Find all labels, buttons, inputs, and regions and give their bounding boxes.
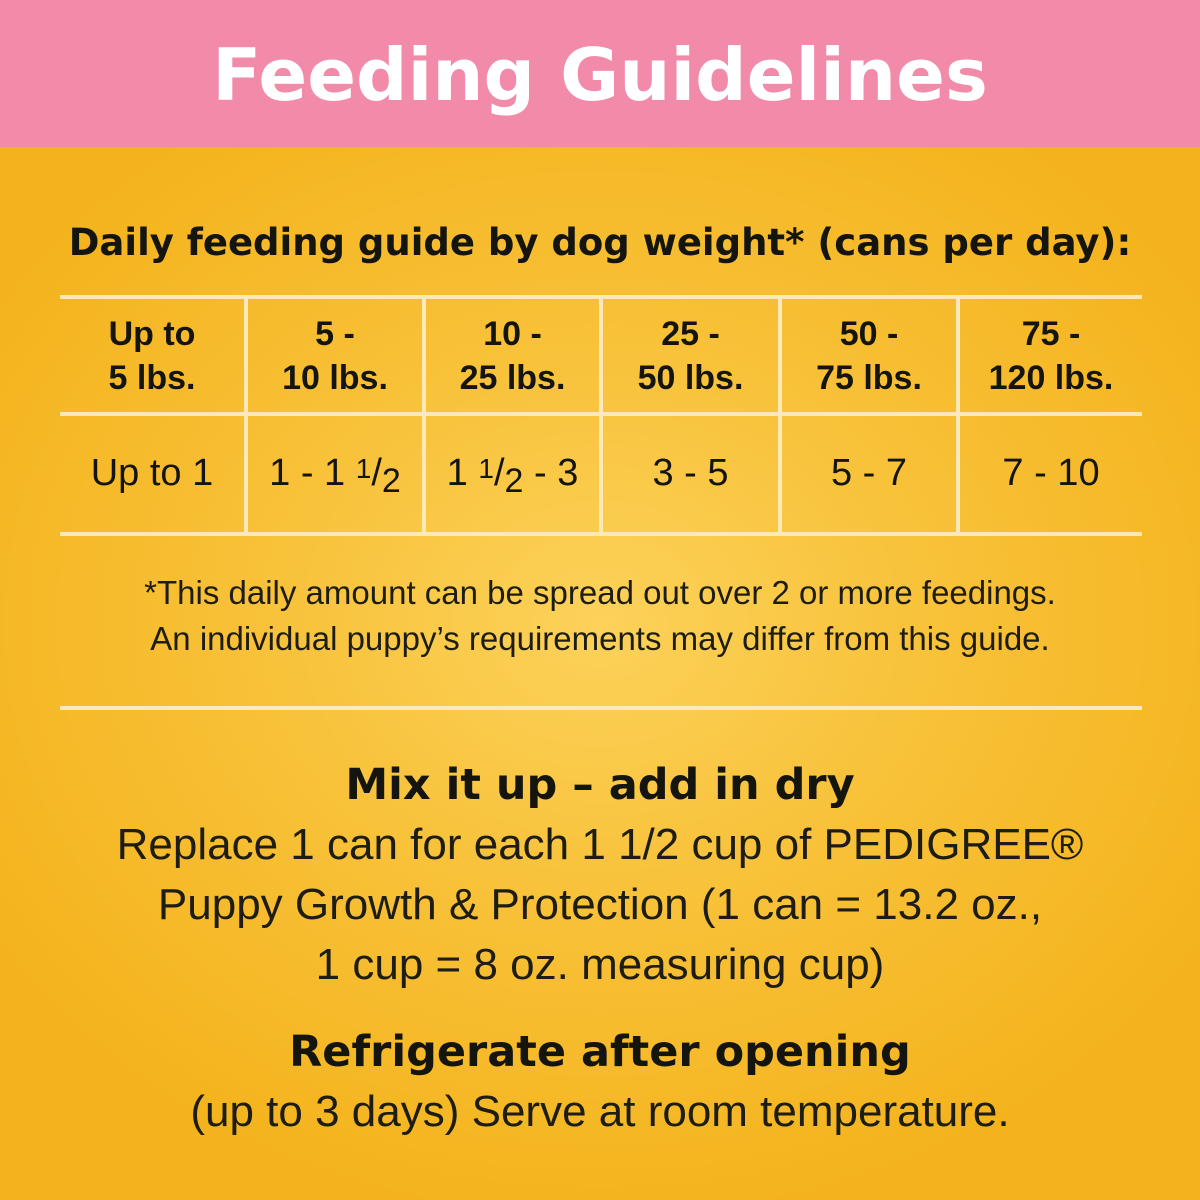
cans-range-end: - 3 [523, 451, 579, 494]
fraction-denominator: 2 [504, 461, 524, 500]
weight-label: 75 lbs. [816, 359, 922, 397]
cans-whole: 1 - 1 [269, 451, 346, 494]
cans-value-cell: 5 - 7 [830, 451, 908, 494]
weight-header-cell: 50 - 75 lbs. [782, 299, 956, 413]
mix-line: Replace 1 can for each 1 1/2 cup of PEDI… [116, 820, 1084, 869]
fraction-numerator: 1 [478, 453, 494, 484]
weight-label: 50 - [839, 315, 899, 353]
note-line: An individual puppy’s requirements may d… [150, 620, 1050, 657]
table-divider [956, 295, 960, 535]
cans-value-cell: 1 - 1 1/2 [248, 413, 422, 533]
mix-line: Puppy Growth & Protection (1 can = 13.2 … [157, 880, 1043, 929]
note-line: *This daily amount can be spread out ove… [144, 574, 1056, 611]
weight-header-cell: 10 - 25 lbs. [426, 299, 599, 413]
weight-label: 25 - [661, 315, 720, 353]
weight-header-cell: 75 - 120 lbs. [960, 299, 1142, 413]
fraction-slash: / [371, 451, 382, 494]
fraction-numerator: 1 [355, 453, 372, 484]
feeding-note: *This daily amount can be spread out ove… [0, 570, 1200, 662]
table-divider [422, 295, 426, 535]
mix-instructions: Replace 1 can for each 1 1/2 cup of PEDI… [0, 815, 1200, 995]
weight-label: 10 - [483, 315, 542, 353]
weight-label: 120 lbs. [988, 359, 1114, 397]
banner-title: Feeding Guidelines [212, 33, 988, 117]
table-divider [778, 295, 782, 535]
fraction-slash: / [493, 451, 505, 494]
table-divider [244, 295, 248, 535]
cans-whole: 1 [446, 451, 468, 494]
weight-label: 50 lbs. [637, 359, 744, 397]
feeding-guide-heading: Daily feeding guide by dog weight* (cans… [68, 221, 1132, 264]
cans-value-cell: 1 1/2 - 3 [426, 413, 599, 533]
weight-label: 25 lbs. [459, 359, 566, 397]
title-banner: Feeding Guidelines [0, 0, 1200, 147]
table-divider [599, 295, 603, 535]
cans-value-cell: Up to 1 [90, 451, 214, 494]
mix-line: 1 cup = 8 oz. measuring cup) [315, 940, 885, 989]
weight-header-cell: 5 - 10 lbs. [248, 299, 422, 413]
cans-value-cell: 7 - 10 [1002, 451, 1100, 494]
weight-label: 5 lbs. [108, 359, 196, 397]
refrigerate-instructions: (up to 3 days) Serve at room temperature… [190, 1087, 1010, 1136]
fraction-denominator: 2 [381, 461, 401, 500]
weight-header-cell: Up to 5 lbs. [60, 299, 244, 413]
weight-header-cell: 25 - 50 lbs. [603, 299, 778, 413]
feeding-table: Up to 5 lbs. 5 - 10 lbs. 10 - 25 lbs. 25… [60, 295, 1142, 536]
section-divider [60, 706, 1142, 710]
weight-label: 10 lbs. [282, 359, 388, 397]
weight-label: Up to [108, 315, 196, 353]
refrigerate-heading: Refrigerate after opening [289, 1027, 911, 1077]
mix-heading: Mix it up – add in dry [345, 760, 855, 810]
cans-value-cell: 3 - 5 [652, 451, 729, 494]
weight-label: 5 - [315, 315, 355, 353]
weight-label: 75 - [1021, 315, 1081, 353]
